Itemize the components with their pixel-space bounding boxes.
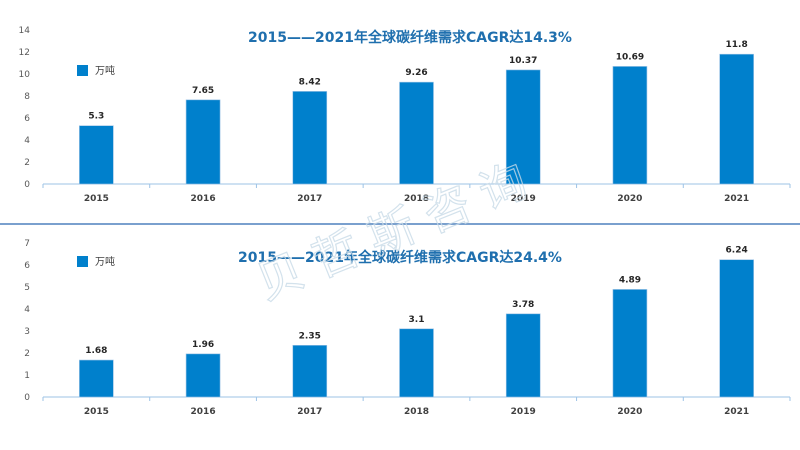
y-tick-label: 4 <box>24 305 30 315</box>
y-tick-label: 12 <box>19 48 30 58</box>
bar-2019 <box>505 313 541 398</box>
bar-2020 <box>612 66 648 185</box>
bar-2017 <box>292 344 328 398</box>
data-label: 3.78 <box>512 300 534 310</box>
bar-2016 <box>185 99 221 185</box>
bar-2021 <box>719 53 754 185</box>
bar-2015 <box>79 359 114 398</box>
x-tick-label: 2015 <box>84 194 109 204</box>
chart-title: 2015——2021年全球碳纤维需求CAGR达14.3% <box>248 29 572 46</box>
data-label: 10.69 <box>616 52 644 62</box>
bar-2020 <box>612 289 648 398</box>
x-tick-label: 2019 <box>511 194 536 204</box>
y-tick-label: 8 <box>24 92 30 102</box>
y-tick-label: 6 <box>24 261 30 271</box>
y-tick-label: 10 <box>19 70 31 80</box>
data-label: 7.65 <box>192 86 214 96</box>
chart-bottom: 0 1 2 3 4 5 6 7 1.68 2015 1.96 2016 2.35 2017 3.1 2018 3… <box>24 239 791 417</box>
bar-2019 <box>505 69 541 185</box>
y-tick-label: 1 <box>24 371 30 381</box>
data-label: 2.35 <box>299 331 321 341</box>
data-label: 4.89 <box>619 275 641 285</box>
x-tick-label: 2018 <box>404 407 429 417</box>
y-tick-label: 2 <box>24 158 30 168</box>
x-tick-label: 2021 <box>724 407 749 417</box>
y-tick-label: 0 <box>24 393 30 403</box>
y-tick-label: 4 <box>24 136 30 146</box>
bar-2016 <box>185 353 221 398</box>
y-tick-label: 7 <box>24 239 30 249</box>
bar-2021 <box>719 259 754 398</box>
data-label: 9.26 <box>405 68 427 78</box>
data-label: 1.68 <box>85 346 107 356</box>
chart-top: 0 2 4 6 8 10 12 14 5.3 2015 7.65 2016 8.42 2017 9.26 20… <box>19 26 791 204</box>
data-label: 5.3 <box>88 112 104 122</box>
bar-2017 <box>292 91 328 185</box>
data-label: 1.96 <box>192 340 214 350</box>
x-tick-label: 2015 <box>84 407 109 417</box>
data-label: 3.1 <box>409 315 425 325</box>
data-label: 6.24 <box>726 246 748 256</box>
y-tick-label: 6 <box>24 114 30 124</box>
data-label: 8.42 <box>299 77 321 87</box>
y-tick-label: 0 <box>24 180 30 190</box>
x-tick-label: 2017 <box>297 407 322 417</box>
y-tick-label: 5 <box>24 283 30 293</box>
chart-title: 2015——2021年全球碳纤维需求CAGR达24.4% <box>238 249 562 266</box>
x-tick-label: 2020 <box>617 407 642 417</box>
legend-swatch <box>77 65 88 76</box>
x-tick-label: 2016 <box>191 407 216 417</box>
data-label: 11.8 <box>726 40 748 50</box>
y-tick-label: 3 <box>24 327 30 337</box>
x-tick-label: 2018 <box>404 194 429 204</box>
data-label: 10.37 <box>509 56 537 66</box>
legend-label: 万吨 <box>95 64 115 77</box>
x-tick-label: 2016 <box>191 194 216 204</box>
bar-2018 <box>399 81 434 185</box>
y-tick-label: 14 <box>19 26 31 36</box>
bar-2018 <box>399 328 434 398</box>
x-tick-label: 2021 <box>724 194 749 204</box>
x-tick-label: 2020 <box>617 194 642 204</box>
y-tick-label: 2 <box>24 349 30 359</box>
x-tick-label: 2019 <box>511 407 536 417</box>
legend-swatch <box>77 256 88 267</box>
bar-2015 <box>79 125 114 185</box>
x-tick-label: 2017 <box>297 194 322 204</box>
legend-label: 万吨 <box>95 255 115 268</box>
